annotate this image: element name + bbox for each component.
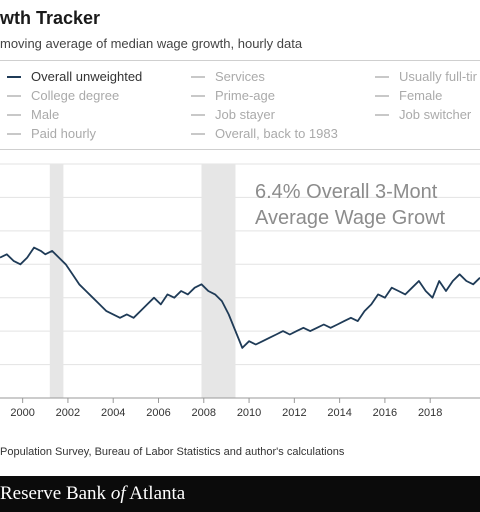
chart-area: 2000 2002 2004 2006 2008 2010 2012 2014 2016 2018…: [0, 158, 480, 445]
annotation-text: 6.4% Overall 3-Mont: [255, 181, 438, 203]
legend-item[interactable]: Job stayer: [191, 107, 275, 122]
legend-label: Job stayer: [215, 107, 275, 122]
legend-swatch: [7, 75, 21, 78]
legend-label: Services: [215, 69, 265, 84]
legend-swatch: [7, 132, 21, 135]
x-tick-label: 2004: [101, 407, 125, 419]
legend-item[interactable]: Paid hourly: [7, 126, 96, 141]
source-note: Population Survey, Bureau of Labor Stati…: [0, 446, 345, 458]
legend-item[interactable]: Prime-age: [191, 88, 275, 103]
legend-label: Male: [31, 107, 60, 122]
legend-label: Job switcher: [399, 107, 472, 122]
x-tick-label: 2016: [373, 407, 397, 419]
legend-swatch: [375, 113, 389, 116]
legend-swatch: [191, 113, 205, 116]
footer-bar: Reserve Bank of Atlanta: [0, 476, 480, 512]
x-tick-label: 2010: [237, 407, 261, 419]
x-tick-label: 2014: [327, 407, 351, 419]
legend-swatch: [375, 94, 389, 97]
legend-panel: Overall unweighted Services Usually full-t…: [0, 60, 480, 150]
recession-band: [201, 164, 236, 398]
legend-label: Overall, back to 1983: [215, 126, 338, 141]
legend-item[interactable]: Services: [191, 69, 265, 84]
annotation-text: Average Wage Growt: [255, 207, 446, 229]
legend-item[interactable]: Male: [7, 107, 59, 122]
legend-swatch: [7, 94, 21, 97]
legend-swatch: [191, 75, 205, 78]
x-tick-label: 2002: [56, 407, 80, 419]
legend-swatch: [375, 75, 389, 78]
legend-label: Female: [399, 88, 443, 103]
legend-item[interactable]: Overall unweighted: [7, 69, 142, 84]
chart-subtitle: moving average of median wage growth, ho…: [0, 36, 303, 51]
legend-label: Usually full-tir: [399, 69, 478, 84]
x-tick-label: 2008: [192, 407, 216, 419]
recession-band: [49, 164, 64, 398]
legend-item[interactable]: College degree: [7, 88, 119, 103]
x-tick-label: 2006: [146, 407, 170, 419]
legend-label: Paid hourly: [31, 126, 97, 141]
legend-item[interactable]: Usually full-tir: [375, 69, 477, 84]
legend-swatch: [191, 132, 205, 135]
line-chart: 2000 2002 2004 2006 2008 2010 2012 2014 2016 2018…: [0, 163, 480, 419]
legend-label: Overall unweighted: [31, 69, 143, 84]
chart-title: wth Tracker: [0, 8, 101, 28]
legend-label: College degree: [31, 88, 120, 103]
legend-swatch: [191, 94, 205, 97]
legend-item[interactable]: Overall, back to 1983: [191, 126, 338, 141]
x-tick-label: 2012: [282, 407, 306, 419]
legend-item[interactable]: Job switcher: [375, 107, 471, 122]
org-name-text: Reserve Bank of Atlanta: [0, 483, 186, 504]
x-tick-label: 2018: [418, 407, 442, 419]
legend-label: Prime-age: [215, 88, 275, 103]
legend-item[interactable]: Female: [375, 88, 442, 103]
x-tick-label: 2000: [10, 407, 34, 419]
series-line: [0, 246, 480, 349]
legend-swatch: [7, 113, 21, 116]
org-name: Reserve Bank of Atlanta: [0, 483, 185, 505]
